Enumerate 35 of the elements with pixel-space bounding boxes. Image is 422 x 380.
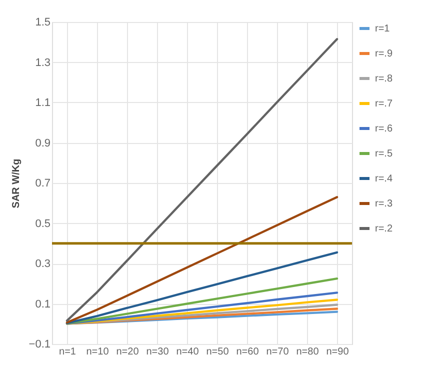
x-tick-label: n=60 [236, 346, 260, 358]
x-tick-label: n=70 [266, 346, 290, 358]
line-series [66, 38, 338, 322]
y-tick-label: 1.1 [35, 97, 50, 109]
legend-label: r=.7 [375, 98, 393, 110]
x-tick-label: n=80 [296, 346, 320, 358]
y-tick-label: 0.1 [35, 298, 50, 310]
x-tick-label: n=40 [176, 346, 200, 358]
line-series [66, 251, 338, 324]
legend-label: r=1 [375, 24, 390, 34]
line-series [66, 298, 338, 325]
x-tick-label: n=50 [206, 346, 230, 358]
legend-label: r=.5 [375, 148, 393, 160]
y-tick-label: 0.5 [35, 218, 50, 230]
line-series [66, 292, 338, 325]
x-tick-label: n=30 [146, 346, 170, 358]
line-series [66, 196, 338, 324]
y-tick-label: 0.9 [35, 137, 50, 150]
line-series [66, 277, 338, 324]
y-tick-label: 1.5 [35, 16, 50, 28]
y-tick-label: 0.3 [35, 258, 50, 270]
x-tick-label: n=20 [116, 346, 140, 358]
legend-label: r=.6 [375, 124, 393, 134]
legend-label: r=.8 [375, 74, 393, 84]
y-tick-label: −0.1 [28, 338, 50, 350]
y-tick-label: 1.3 [35, 56, 50, 69]
legend-label: r=.2 [375, 224, 393, 234]
x-tick-label: n=10 [86, 346, 110, 358]
x-tick-label: n=1 [59, 346, 76, 358]
y-tick-label: 0.7 [35, 178, 50, 190]
legend-label: r=.3 [375, 198, 393, 210]
x-tick-label: n=90 [326, 346, 350, 358]
legend-label: r=.9 [375, 48, 393, 60]
y-axis-title: SAR W/Kg [10, 158, 22, 208]
legend-label: r=.4 [375, 174, 393, 184]
